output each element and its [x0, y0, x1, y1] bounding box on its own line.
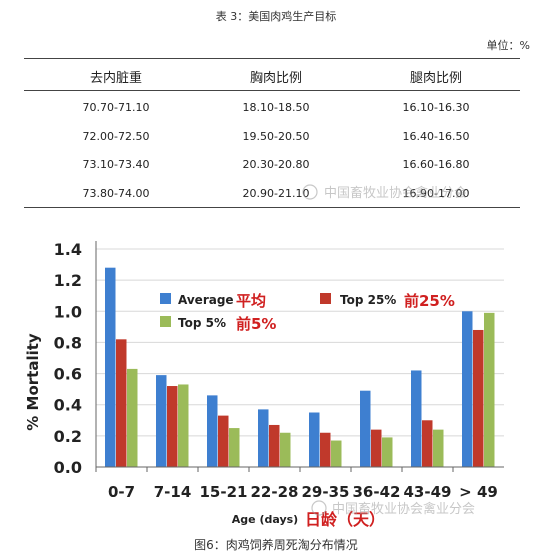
bar	[371, 429, 382, 467]
table-cell: 18.10-18.50	[242, 101, 310, 114]
y-tick-label: 1.2	[54, 271, 82, 290]
legend: Average 平均 Top 25% 前25% Top 5% 前5%	[160, 292, 455, 333]
wechat-icon	[311, 500, 327, 516]
y-tick-labels: 0.0 0.2 0.4 0.6 0.8 1.0 1.2 1.4	[54, 240, 82, 477]
figure-caption: 图6：肉鸡饲养周死淘分布情况	[194, 538, 358, 552]
axes	[95, 241, 504, 472]
bar	[127, 368, 138, 467]
y-tick-label: 0.8	[54, 333, 82, 352]
bar	[462, 311, 473, 467]
y-axis-label: % Mortality	[24, 333, 42, 431]
table-bottom-rule	[24, 207, 520, 208]
x-tick-label: 7-14	[154, 483, 192, 501]
bar	[105, 267, 116, 467]
bar	[258, 409, 269, 467]
watermark-text: 中国畜牧业协会禽业分会	[332, 501, 475, 517]
table-cell: 16.10-16.30	[402, 101, 470, 114]
y-tick-label: 0.2	[54, 427, 82, 446]
bar	[320, 432, 331, 467]
x-tick-labels: 0-7 7-14 15-21 22-28 29-35 36-42 43-49 > 49	[108, 483, 498, 501]
table-cell: 16.90-17.00	[402, 187, 470, 200]
bar	[433, 429, 444, 467]
table-cell: 16.40-16.50	[402, 130, 470, 143]
watermark-chart: 中国畜牧业协会禽业分会	[311, 500, 475, 517]
y-tick-label: 0.4	[54, 396, 82, 415]
table-cell: 20.30-20.80	[242, 158, 310, 171]
x-tick-label: 0-7	[108, 483, 135, 501]
table-title: 表 3：美国肉鸡生产目标	[215, 10, 337, 23]
table-header-rule	[24, 90, 520, 91]
x-tick-label: > 49	[459, 483, 498, 501]
bar	[156, 375, 167, 467]
bar	[280, 432, 291, 467]
bar	[116, 339, 127, 467]
table-cell: 16.60-16.80	[402, 158, 470, 171]
header-breast-ratio: 胸肉比例	[249, 71, 302, 86]
bar	[218, 415, 229, 467]
y-tick-label: 0.6	[54, 365, 82, 384]
table-cell: 19.50-20.50	[242, 130, 310, 143]
watermark-table: 中国畜牧业协会禽业分会	[302, 184, 467, 201]
x-tick-label: 43-49	[404, 483, 452, 501]
header-eviscerated-weight: 去内脏重	[89, 71, 142, 86]
unit-label: 单位：%	[486, 39, 530, 52]
bars	[105, 267, 495, 467]
table-cell: 70.70-71.10	[82, 101, 150, 114]
legend-average-en: Average	[178, 293, 234, 307]
bar	[269, 424, 280, 467]
legend-top5-cn: 前5%	[236, 315, 276, 333]
bar	[422, 420, 433, 467]
chart-svg: 0.0 0.2 0.4 0.6 0.8 1.0 1.2 1.4 0-7 7-14 15-21 22-…	[24, 240, 504, 529]
bar	[331, 440, 342, 467]
wechat-icon	[302, 184, 318, 200]
y-tick-label: 1.0	[54, 302, 82, 321]
x-tick-label: 36-42	[353, 483, 401, 501]
bar	[484, 312, 495, 467]
legend-swatch-average	[160, 293, 171, 304]
bar	[309, 412, 320, 467]
bar	[178, 384, 189, 467]
legend-swatch-top5	[160, 316, 171, 327]
bar	[207, 395, 218, 467]
bar	[411, 370, 422, 467]
table-cell: 72.00-72.50	[82, 130, 150, 143]
x-axis-label: Age (days)	[232, 513, 298, 526]
table-top-rule	[24, 58, 520, 59]
y-tick-label: 1.4	[54, 240, 82, 259]
table-cell: 73.80-74.00	[82, 187, 150, 200]
bar	[473, 329, 484, 467]
legend-top5-en: Top 5%	[178, 316, 226, 330]
header-leg-ratio: 腿肉比例	[409, 71, 462, 86]
legend-average-cn: 平均	[236, 292, 266, 310]
table-cell: 20.90-21.10	[242, 187, 310, 200]
bar	[229, 428, 240, 467]
legend-top25-en: Top 25%	[340, 293, 396, 307]
x-tick-label: 22-28	[251, 483, 299, 501]
legend-swatch-top25	[320, 293, 331, 304]
table-cell: 73.10-73.40	[82, 158, 150, 171]
bar	[167, 386, 178, 467]
mortality-chart: 0.0 0.2 0.4 0.6 0.8 1.0 1.2 1.4 0-7 7-14 15-21 22-…	[0, 216, 552, 529]
legend-top25-cn: 前25%	[404, 292, 455, 310]
bar	[382, 437, 393, 467]
watermark-text: 中国畜牧业协会禽业分会	[324, 185, 467, 201]
bar	[360, 390, 371, 467]
y-tick-label: 0.0	[54, 458, 82, 477]
x-tick-label: 15-21	[200, 483, 248, 501]
x-axis-label-cn: 日龄（天）	[305, 510, 385, 528]
x-tick-label: 29-35	[302, 483, 350, 501]
